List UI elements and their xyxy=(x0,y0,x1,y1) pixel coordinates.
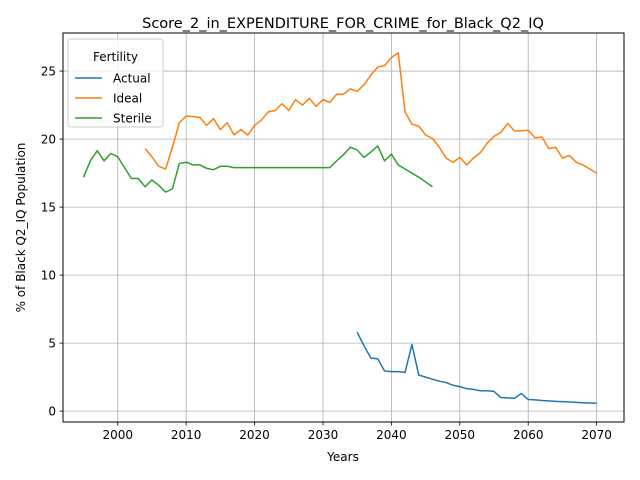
y-axis-label: % of Black Q2_IQ Population xyxy=(14,143,28,313)
y-tick-label: 15 xyxy=(41,201,56,215)
grid xyxy=(63,33,624,422)
x-tick-label: 2070 xyxy=(581,428,612,442)
series-line-ideal xyxy=(144,51,598,174)
legend: Fertility Actual Ideal Sterile xyxy=(67,38,164,128)
x-tick-label: 2010 xyxy=(171,428,202,442)
plot-frame xyxy=(62,32,625,423)
y-tick-label: 20 xyxy=(41,133,56,147)
legend-title: Fertility xyxy=(93,50,138,64)
x-tick-label: 2020 xyxy=(239,428,270,442)
y-tick-label: 0 xyxy=(48,405,56,419)
legend-label-actual: Actual xyxy=(113,72,151,86)
x-tick-label: 2060 xyxy=(513,428,544,442)
x-axis-label: Years xyxy=(326,450,359,464)
x-tick-label: 2050 xyxy=(445,428,476,442)
y-tick-label: 10 xyxy=(41,269,56,283)
y-axis: 0 5 10 15 20 25 xyxy=(41,65,63,419)
legend-label-ideal: Ideal xyxy=(113,92,142,106)
chart-title: Score_2_in_EXPENDITURE_FOR_CRIME_for_Bla… xyxy=(142,16,544,32)
y-tick-label: 5 xyxy=(48,337,56,351)
x-tick-label: 2000 xyxy=(102,428,133,442)
series-line-sterile xyxy=(82,145,433,193)
x-tick-label: 2040 xyxy=(376,428,407,442)
legend-box xyxy=(67,38,164,128)
legend-label-sterile: Sterile xyxy=(113,112,152,126)
series-line-actual xyxy=(356,331,597,404)
series-lines xyxy=(82,51,598,404)
x-tick-label: 2030 xyxy=(308,428,339,442)
x-axis: 2000 2010 2020 2030 2040 2050 2060 2070 xyxy=(102,422,612,442)
y-tick-label: 25 xyxy=(41,65,56,79)
